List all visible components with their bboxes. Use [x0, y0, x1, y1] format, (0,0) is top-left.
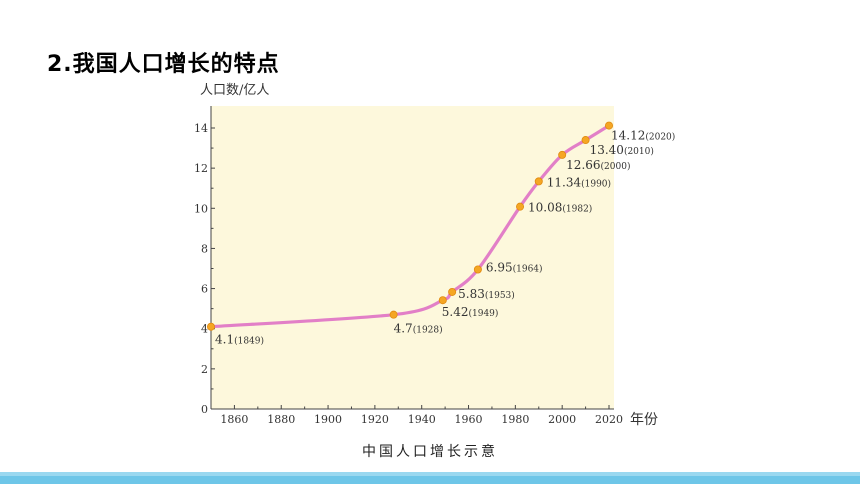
x-tick-label: 1960 — [455, 413, 483, 426]
y-tick-label: 8 — [201, 242, 208, 255]
plot-area — [211, 106, 614, 409]
data-label: 10.08(1982) — [528, 201, 592, 215]
data-point — [448, 287, 457, 296]
y-tick-label: 2 — [201, 363, 208, 376]
y-tick-label: 14 — [194, 122, 208, 135]
data-label: 6.95(1964) — [486, 261, 543, 275]
y-axis-label: 人口数/亿人 — [200, 83, 269, 98]
x-axis-label: 年份 — [630, 412, 658, 428]
data-label: 4.1(1849) — [215, 333, 264, 347]
population-line-chart: 0 2 4 6 8 10 12 14 1860 1880 1900 1920 1940 1960 1980 2… — [194, 83, 675, 428]
data-label: 14.12(2020) — [611, 129, 675, 143]
x-tick-label: 1980 — [501, 413, 529, 426]
data-point — [206, 322, 215, 331]
x-tick-label: 2000 — [548, 413, 576, 426]
data-label: 5.83(1953) — [458, 287, 515, 301]
y-tick-label: 12 — [194, 162, 208, 175]
data-point — [558, 150, 567, 159]
data-point — [516, 202, 525, 211]
data-point — [438, 296, 447, 305]
x-tick-label: 1860 — [220, 413, 248, 426]
bottom-accent-bar — [0, 472, 860, 484]
x-tick-label: 2020 — [595, 413, 623, 426]
data-label: 12.66(2000) — [566, 158, 630, 172]
data-label: 5.42(1949) — [442, 305, 499, 319]
data-point — [473, 265, 482, 274]
y-tick-label: 6 — [201, 283, 208, 296]
slide-title: 2.我国人口增长的特点 — [47, 52, 280, 77]
y-tick-label: 10 — [194, 202, 208, 215]
x-tick-label: 1920 — [361, 413, 389, 426]
y-tick-label: 0 — [201, 403, 208, 416]
data-point — [389, 310, 398, 319]
data-point — [605, 121, 614, 130]
data-point — [534, 177, 543, 186]
data-point — [581, 136, 590, 145]
chart-caption: 中国人口增长示意 — [362, 444, 498, 460]
data-label: 13.40(2010) — [590, 143, 654, 157]
data-label: 4.7(1928) — [394, 322, 443, 336]
x-tick-label: 1940 — [408, 413, 436, 426]
y-tick-label: 4 — [201, 323, 208, 336]
x-tick-label: 1900 — [314, 413, 342, 426]
data-label: 11.34(1990) — [547, 175, 611, 189]
x-tick-label: 1880 — [267, 413, 295, 426]
